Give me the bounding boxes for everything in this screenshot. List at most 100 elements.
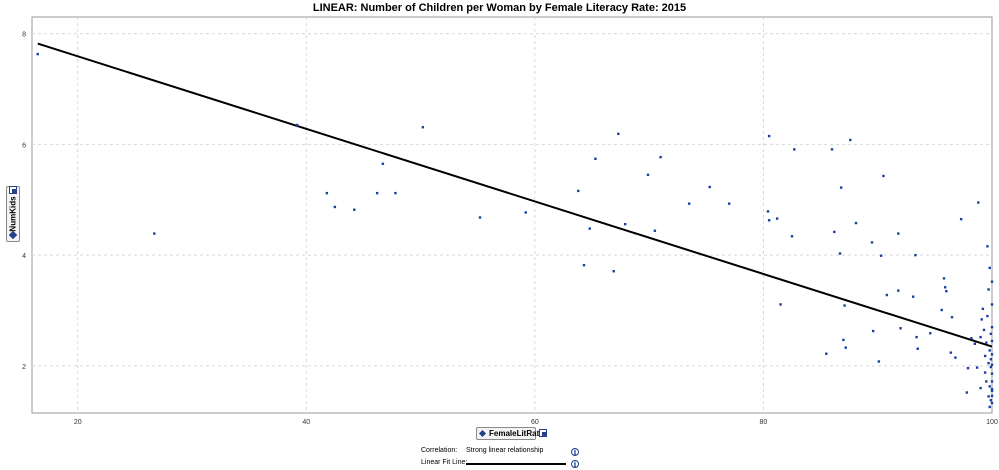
info-icon[interactable]: i: [571, 460, 579, 468]
data-point: [767, 134, 771, 138]
data-point: [975, 366, 979, 369]
data-point: [990, 389, 994, 393]
data-point: [990, 280, 994, 283]
y-axis-label: NumKids: [8, 196, 18, 232]
data-point: [775, 217, 779, 220]
data-point: [381, 162, 385, 165]
data-point: [982, 328, 986, 332]
y-axis-menu-icon[interactable]: [9, 186, 17, 194]
data-point: [870, 241, 874, 244]
data-point: [911, 295, 915, 298]
data-point: [353, 208, 356, 211]
data-point: [979, 335, 982, 339]
data-point: [767, 219, 771, 222]
data-point: [842, 338, 845, 342]
data-point: [915, 335, 918, 339]
data-point: [843, 304, 846, 307]
data-point: [766, 210, 770, 213]
data-point: [879, 254, 883, 257]
data-point: [966, 366, 970, 370]
y-tick-label: 2: [22, 364, 26, 371]
data-point: [394, 191, 397, 195]
data-point: [727, 202, 731, 205]
data-point: [990, 339, 994, 343]
x-axis-label: FemaleLitRate: [489, 429, 544, 438]
data-point: [940, 308, 943, 312]
data-point: [987, 288, 990, 291]
data-point: [653, 229, 657, 232]
data-point: [594, 157, 597, 160]
data-point: [897, 232, 900, 235]
data-point: [980, 318, 983, 321]
y-tick-label: 4: [22, 253, 26, 260]
grid: [31, 16, 993, 414]
data-point: [295, 123, 299, 127]
tick-labels: 20 40 60 80 100 2 4 6 8: [22, 32, 998, 426]
data-point: [990, 387, 994, 391]
data-point: [990, 325, 994, 329]
data-point: [646, 173, 650, 177]
data-point: [929, 332, 932, 335]
data-point: [942, 277, 946, 280]
data-point: [950, 315, 954, 319]
data-point: [897, 289, 900, 292]
data-point: [375, 191, 379, 195]
data-point: [977, 201, 980, 204]
fit-line-label: Linear Fit Line:: [421, 459, 468, 466]
data-point: [825, 352, 828, 355]
y-axis-role-button[interactable]: NumKids: [6, 186, 20, 242]
measure-icon: [478, 429, 487, 438]
data-point: [979, 386, 982, 390]
data-points: [36, 52, 994, 409]
chart-title: LINEAR: Number of Children per Woman by …: [312, 2, 687, 14]
data-point: [793, 148, 796, 151]
data-point: [582, 263, 586, 267]
data-point: [524, 211, 527, 214]
data-point: [153, 232, 156, 235]
data-point: [970, 337, 973, 340]
info-icon[interactable]: i: [571, 448, 579, 456]
data-point: [914, 253, 917, 257]
data-point: [612, 270, 615, 273]
data-point: [988, 385, 991, 388]
data-point: [577, 189, 580, 193]
data-point: [790, 235, 794, 238]
data-point: [659, 155, 662, 159]
data-point: [959, 217, 963, 221]
measure-icon: [8, 230, 18, 240]
fit-line-group: [37, 42, 993, 348]
data-point: [986, 245, 989, 248]
y-tick-label: 8: [22, 32, 26, 39]
fit-line: [37, 42, 993, 348]
data-point: [987, 395, 990, 398]
x-axis-role-button[interactable]: FemaleLitRate: [476, 427, 544, 440]
x-axis-menu-icon[interactable]: [539, 429, 547, 437]
data-point: [839, 186, 843, 189]
data-point: [849, 138, 852, 142]
x-tick-label: 60: [531, 419, 539, 426]
data-point: [990, 394, 994, 398]
data-point: [478, 216, 482, 219]
x-tick-label: 20: [74, 419, 82, 426]
data-point: [989, 332, 993, 335]
data-point: [877, 360, 881, 363]
y-tick-label: 6: [22, 142, 26, 149]
x-tick-label: 40: [302, 419, 310, 426]
data-point: [987, 361, 990, 365]
data-point: [899, 327, 902, 330]
data-point: [36, 52, 39, 56]
correlation-label: Correlation:: [421, 447, 458, 454]
data-point: [988, 266, 991, 270]
data-point: [965, 391, 969, 394]
data-point: [954, 356, 957, 359]
data-point: [885, 293, 889, 297]
data-point: [990, 372, 994, 375]
data-point: [990, 303, 994, 306]
data-point: [983, 354, 987, 358]
data-point: [830, 148, 834, 151]
data-point: [333, 205, 337, 209]
data-point: [421, 126, 425, 129]
data-point: [973, 342, 977, 345]
data-point: [687, 202, 691, 205]
